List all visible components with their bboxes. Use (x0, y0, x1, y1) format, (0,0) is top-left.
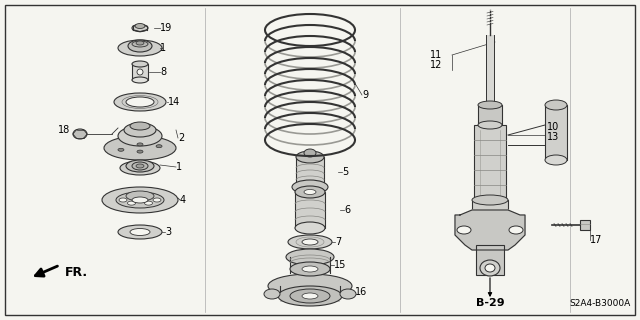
Ellipse shape (119, 198, 127, 202)
Text: 17: 17 (590, 235, 602, 245)
Bar (290, 253, 330, 273)
Text: 2: 2 (178, 133, 184, 143)
Ellipse shape (132, 77, 148, 83)
Ellipse shape (480, 260, 500, 276)
Ellipse shape (286, 249, 334, 265)
Ellipse shape (102, 187, 178, 213)
Ellipse shape (135, 23, 145, 28)
Bar (486, 35, 494, 110)
Ellipse shape (124, 123, 156, 137)
Ellipse shape (136, 164, 144, 168)
Ellipse shape (295, 222, 325, 234)
Ellipse shape (126, 97, 154, 107)
Ellipse shape (302, 239, 318, 245)
Ellipse shape (104, 136, 176, 160)
Ellipse shape (478, 121, 502, 129)
Bar (580, 220, 590, 230)
Text: 8: 8 (160, 67, 166, 77)
Ellipse shape (472, 195, 508, 205)
Text: 1: 1 (176, 162, 182, 172)
Ellipse shape (290, 262, 330, 276)
Text: 15: 15 (334, 260, 346, 270)
Bar (295, 192, 325, 228)
Ellipse shape (278, 286, 342, 306)
Bar (132, 64, 148, 80)
Ellipse shape (120, 161, 160, 175)
Ellipse shape (545, 100, 567, 110)
Ellipse shape (145, 195, 152, 199)
Text: 11: 11 (430, 50, 442, 60)
Bar (280, 282, 340, 302)
Text: 9: 9 (362, 90, 368, 100)
Text: B-29: B-29 (476, 298, 504, 308)
Ellipse shape (132, 41, 148, 47)
Text: 12: 12 (430, 60, 442, 70)
Ellipse shape (296, 151, 324, 163)
Ellipse shape (485, 264, 495, 272)
Ellipse shape (264, 289, 280, 299)
Ellipse shape (290, 289, 330, 303)
Ellipse shape (126, 160, 154, 172)
Text: 14: 14 (168, 97, 180, 107)
Text: 13: 13 (547, 132, 559, 142)
Ellipse shape (268, 274, 352, 298)
Text: 1: 1 (160, 43, 166, 53)
Ellipse shape (292, 180, 328, 194)
Text: 16: 16 (355, 287, 367, 297)
Ellipse shape (136, 41, 144, 45)
Text: 18: 18 (58, 125, 70, 135)
Text: 3: 3 (165, 227, 171, 237)
Ellipse shape (130, 228, 150, 236)
Ellipse shape (128, 40, 152, 52)
Ellipse shape (457, 226, 471, 234)
Ellipse shape (126, 191, 154, 201)
Ellipse shape (118, 126, 162, 146)
Bar (472, 200, 508, 245)
Ellipse shape (478, 101, 502, 109)
Bar (476, 245, 504, 275)
Ellipse shape (114, 93, 166, 111)
Ellipse shape (73, 129, 87, 139)
Bar (545, 105, 567, 160)
Ellipse shape (137, 150, 143, 153)
Ellipse shape (132, 162, 148, 170)
Ellipse shape (302, 266, 318, 272)
Text: FR.: FR. (65, 266, 88, 278)
Ellipse shape (132, 24, 148, 32)
Ellipse shape (118, 148, 124, 151)
Ellipse shape (132, 197, 148, 203)
Ellipse shape (137, 69, 143, 75)
Ellipse shape (509, 226, 523, 234)
Ellipse shape (156, 145, 162, 148)
Bar (474, 125, 506, 200)
Ellipse shape (302, 293, 318, 299)
Ellipse shape (118, 225, 162, 239)
Bar (478, 105, 502, 125)
Ellipse shape (118, 40, 162, 56)
Polygon shape (455, 210, 525, 250)
Ellipse shape (295, 186, 325, 198)
Ellipse shape (130, 122, 150, 130)
Text: 6: 6 (344, 205, 350, 215)
Text: 4: 4 (180, 195, 186, 205)
Ellipse shape (340, 289, 356, 299)
Ellipse shape (288, 235, 332, 249)
Text: 7: 7 (335, 237, 341, 247)
Ellipse shape (127, 201, 136, 205)
Ellipse shape (304, 149, 316, 157)
Ellipse shape (132, 61, 148, 67)
Ellipse shape (145, 201, 152, 205)
Text: 10: 10 (547, 122, 559, 132)
Ellipse shape (304, 189, 316, 195)
Text: 5: 5 (342, 167, 348, 177)
Text: S2A4-B3000A: S2A4-B3000A (570, 299, 630, 308)
Ellipse shape (127, 195, 136, 199)
Text: 19: 19 (160, 23, 172, 33)
Ellipse shape (153, 198, 161, 202)
Ellipse shape (545, 155, 567, 165)
Ellipse shape (137, 143, 143, 146)
Ellipse shape (116, 192, 164, 208)
Bar (296, 157, 324, 187)
